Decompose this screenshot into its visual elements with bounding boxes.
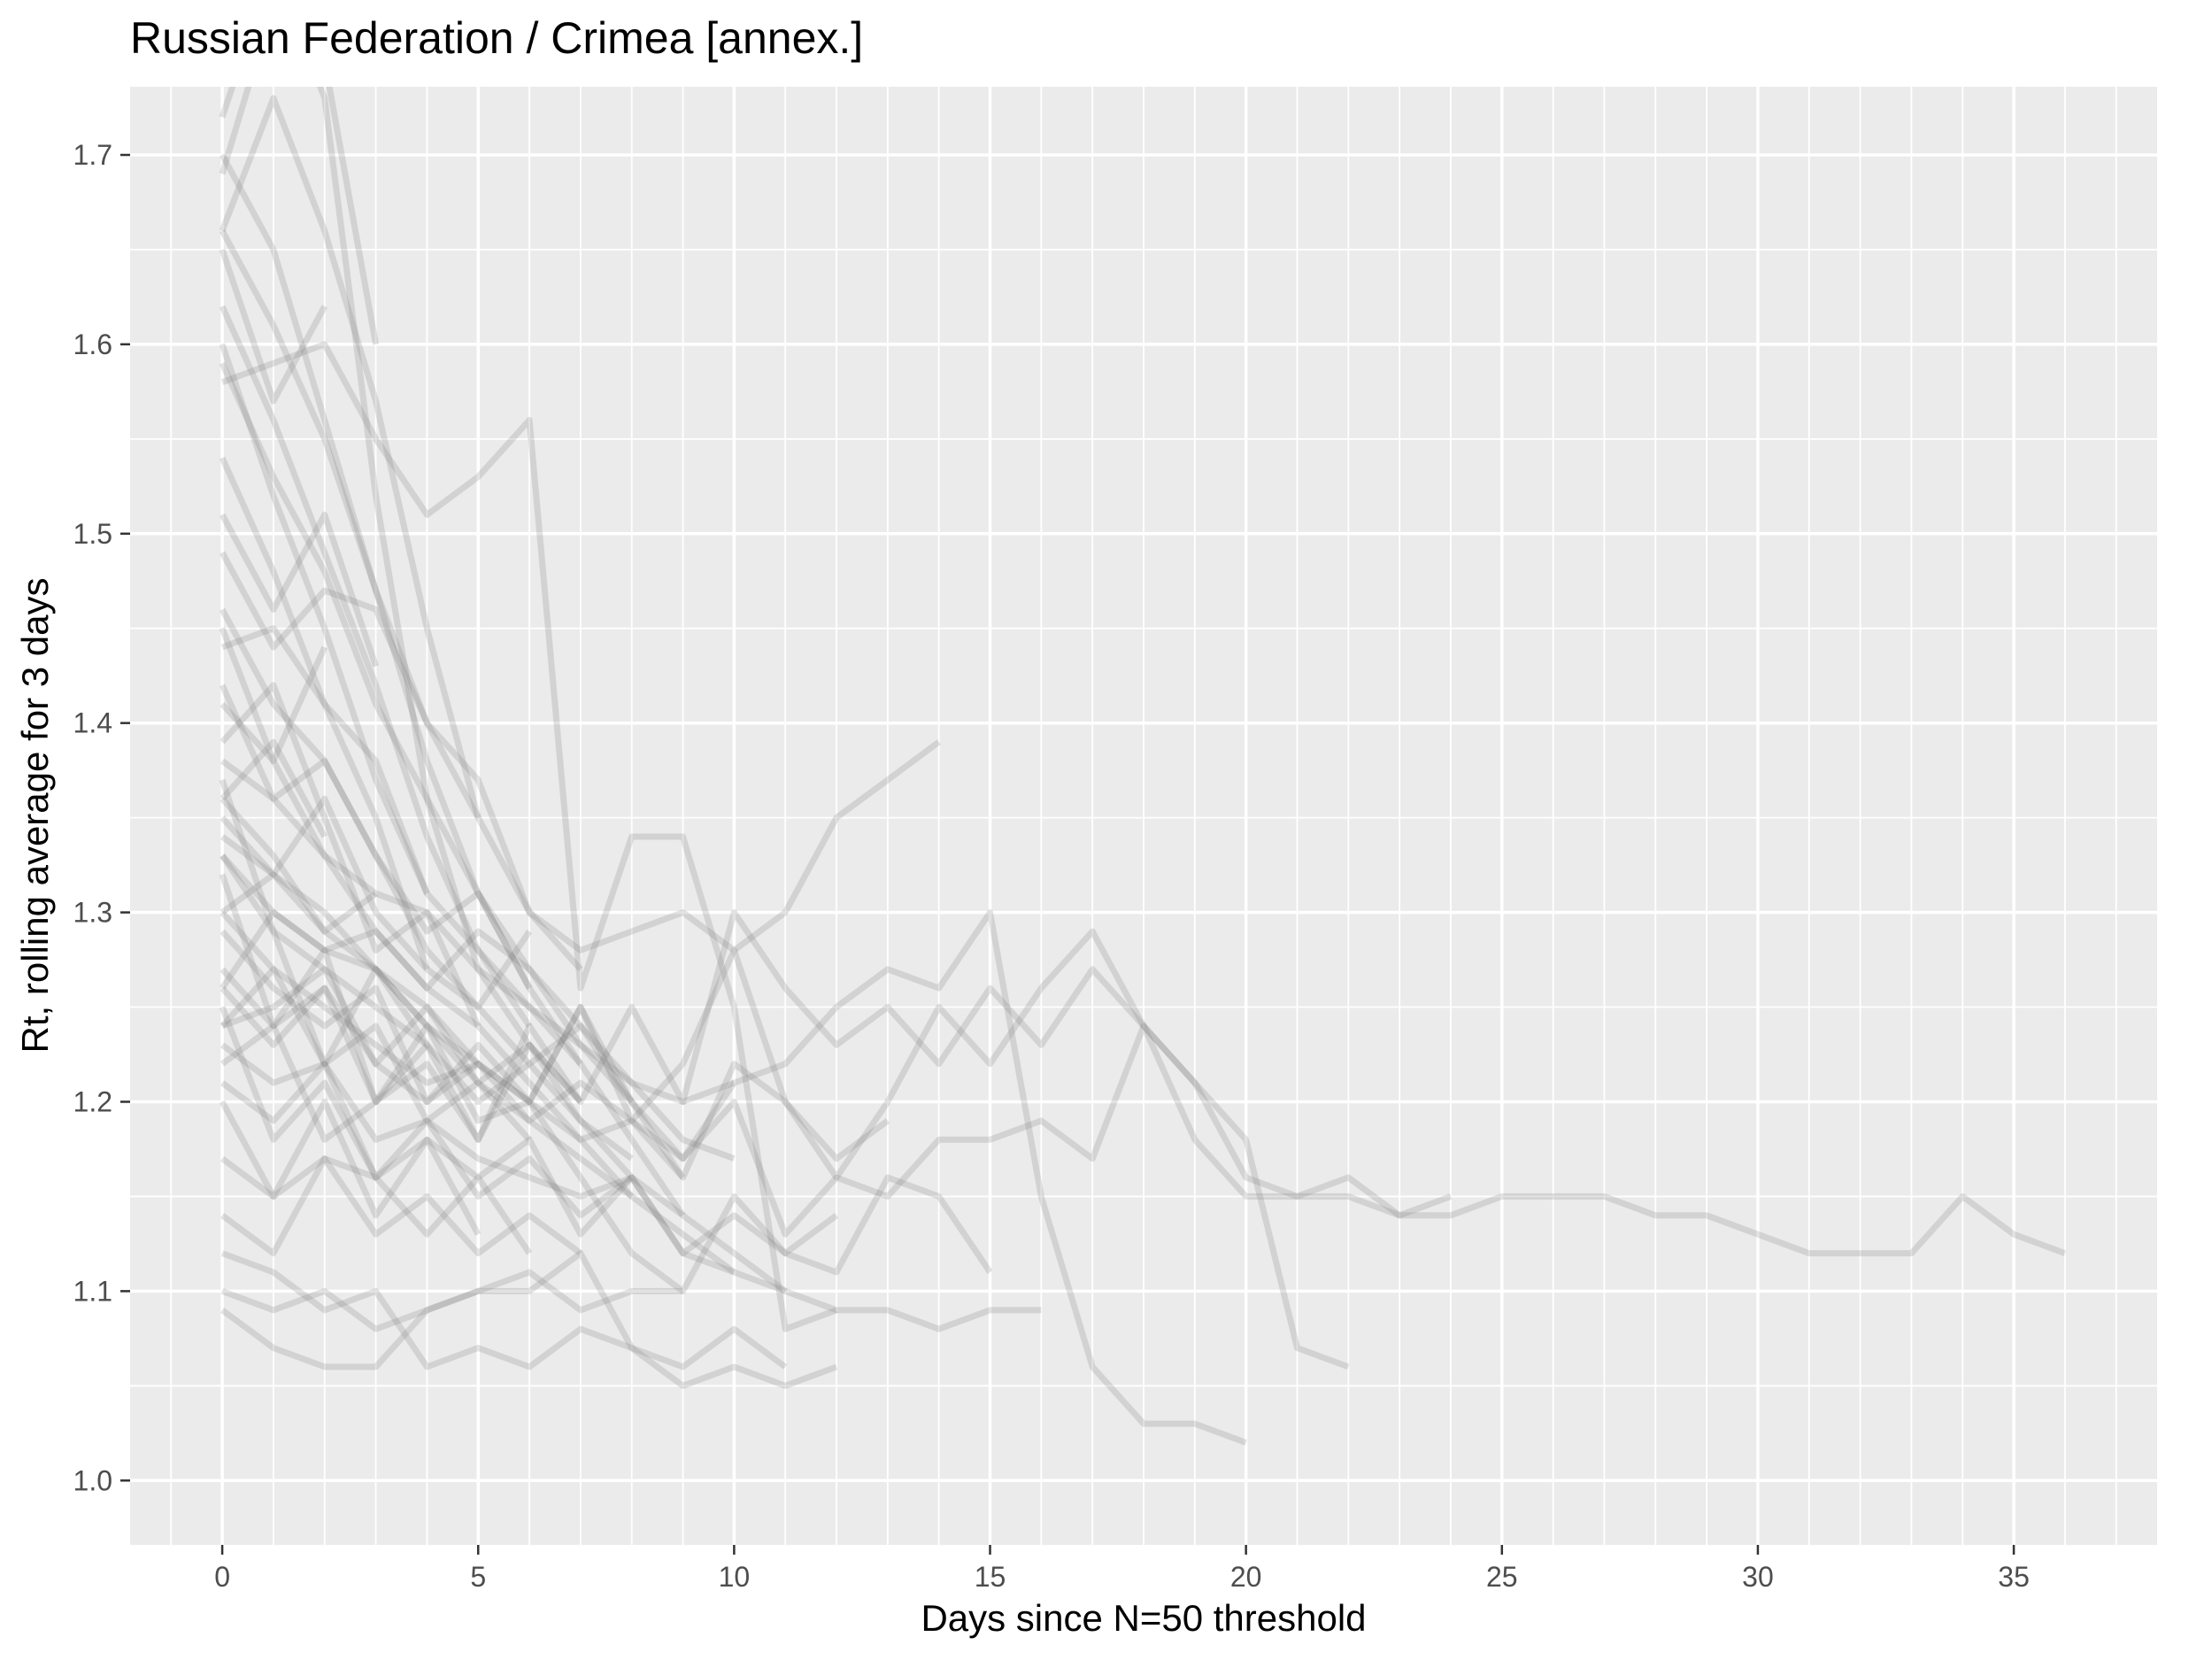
series-line-16 bbox=[220, 1042, 736, 1276]
series-line-14 bbox=[220, 909, 736, 1105]
series-line-35 bbox=[220, 682, 482, 1028]
y-tick-label: 1.7 bbox=[73, 139, 112, 171]
series-line-15 bbox=[220, 758, 736, 1162]
series-line-18 bbox=[220, 910, 686, 1180]
series-layer bbox=[219, 87, 2067, 1446]
y-tick-label: 1.4 bbox=[73, 707, 112, 739]
series-line-42 bbox=[220, 511, 379, 668]
major-gridlines bbox=[130, 87, 2157, 1545]
series-line-41 bbox=[219, 87, 380, 345]
series-line-1 bbox=[219, 778, 2067, 1257]
series-line-27 bbox=[220, 551, 583, 972]
series-line-36 bbox=[220, 1061, 482, 1236]
series-line-28 bbox=[220, 967, 583, 1104]
y-tick-label: 1.0 bbox=[73, 1464, 112, 1496]
series-line-3 bbox=[220, 853, 1247, 1446]
series-line-25 bbox=[219, 456, 583, 1067]
y-tick-label: 1.2 bbox=[73, 1085, 112, 1117]
series-line-8 bbox=[220, 228, 890, 1162]
series-line-10 bbox=[220, 341, 838, 1332]
x-tick-label: 20 bbox=[1230, 1561, 1262, 1593]
x-tick-label: 0 bbox=[214, 1561, 230, 1593]
series-line-17 bbox=[220, 153, 686, 1217]
series-line-46 bbox=[220, 738, 328, 838]
x-tick-label: 5 bbox=[470, 1561, 486, 1593]
series-line-43 bbox=[220, 871, 378, 935]
series-line-5 bbox=[220, 739, 941, 1143]
minor-gridlines bbox=[130, 87, 2157, 1545]
x-tick-label: 15 bbox=[975, 1561, 1006, 1593]
x-tick-label: 30 bbox=[1742, 1561, 1774, 1593]
series-line-7 bbox=[220, 1099, 993, 1276]
y-tick-label: 1.5 bbox=[73, 518, 112, 550]
x-tick-label: 25 bbox=[1486, 1561, 1518, 1593]
series-line-40 bbox=[220, 984, 430, 1105]
series-line-26 bbox=[220, 1100, 582, 1257]
series-line-22 bbox=[219, 361, 635, 1104]
series-line-44 bbox=[219, 248, 328, 405]
series-line-45 bbox=[220, 645, 328, 764]
series-line-37 bbox=[220, 853, 481, 1067]
series-line-20 bbox=[220, 796, 634, 1200]
x-tick-label: 35 bbox=[1998, 1561, 2030, 1593]
y-tick-label: 1.6 bbox=[73, 328, 112, 360]
series-line-39 bbox=[220, 625, 430, 970]
series-line-23 bbox=[219, 1006, 634, 1219]
x-axis: 0 5 10 15 20 25 30 35 bbox=[214, 1545, 2030, 1593]
y-tick-label: 1.3 bbox=[73, 897, 112, 929]
series-line-11 bbox=[220, 834, 839, 1294]
series-line-29 bbox=[219, 305, 532, 1028]
series-line-9 bbox=[220, 1250, 838, 1389]
series-line-24 bbox=[219, 87, 583, 1104]
series-line-19 bbox=[220, 1269, 683, 1332]
series-line-6 bbox=[219, 627, 1042, 1332]
x-tick-label: 10 bbox=[719, 1561, 751, 1593]
series-line-38 bbox=[219, 343, 430, 895]
series-line-32 bbox=[220, 966, 532, 1142]
chart-title: Russian Federation / Crimea [annex.] bbox=[130, 13, 863, 63]
series-line-12 bbox=[220, 607, 788, 1294]
series-line-4 bbox=[220, 929, 1453, 1238]
y-tick-label: 1.1 bbox=[73, 1275, 112, 1307]
series-line-2 bbox=[220, 928, 1350, 1370]
series-line-34 bbox=[219, 95, 482, 819]
series-line-30 bbox=[220, 1155, 532, 1257]
y-axis: 1.0 1.1 1.2 1.3 1.4 1.5 1.6 1.7 bbox=[73, 139, 130, 1496]
series-line-33 bbox=[220, 795, 532, 1010]
y-axis-title: Rt, rolling average for 3 days bbox=[14, 578, 56, 1054]
series-line-13 bbox=[220, 1250, 788, 1370]
series-line-21 bbox=[219, 873, 634, 1162]
series-line-31 bbox=[219, 683, 533, 990]
x-axis-title: Days since N=50 threshold bbox=[921, 1597, 1366, 1639]
